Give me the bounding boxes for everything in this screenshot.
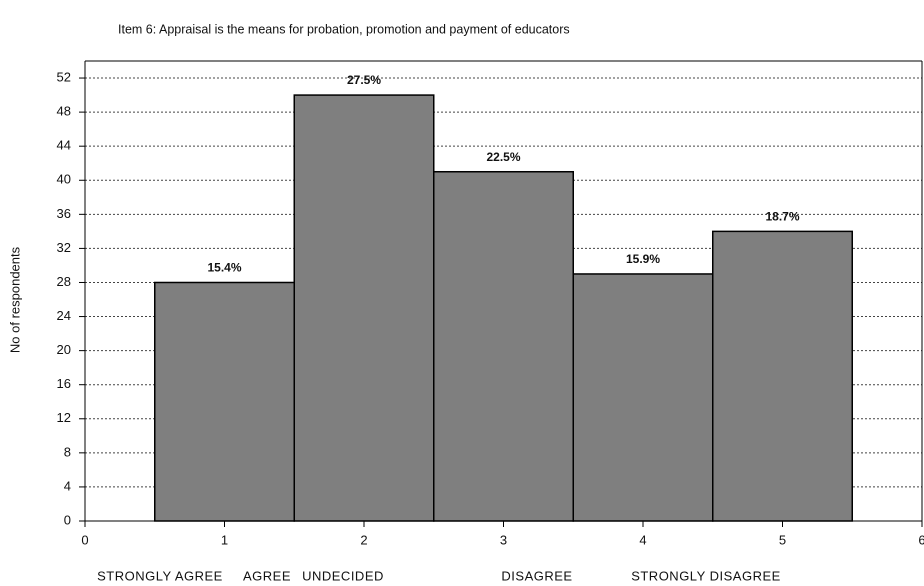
bar-annotation: 18.7% — [765, 210, 799, 224]
y-tick-label: 28 — [57, 274, 71, 289]
y-tick-label: 32 — [57, 240, 71, 255]
category-label: STRONGLY DISAGREE — [631, 568, 781, 583]
y-tick-label: 48 — [57, 104, 71, 119]
bar-annotation: 27.5% — [347, 73, 381, 87]
x-tick-label: 3 — [500, 532, 507, 547]
x-tick-label: 6 — [918, 532, 924, 547]
bar — [293, 94, 435, 522]
category-label: STRONGLY AGREE — [97, 568, 223, 583]
x-tick-label: 4 — [639, 532, 646, 547]
chart-title: Item 6: Appraisal is the means for proba… — [118, 22, 570, 36]
bar — [433, 170, 574, 522]
bar-annotation: 15.4% — [207, 261, 241, 275]
category-label: DISAGREE — [501, 568, 572, 583]
y-tick-label: 20 — [57, 342, 71, 357]
y-tick-label: 52 — [57, 69, 71, 84]
bar — [572, 273, 714, 522]
x-tick-label: 0 — [81, 532, 88, 547]
category-label: UNDECIDED — [302, 568, 384, 583]
x-tick-label: 5 — [779, 532, 786, 547]
category-label: AGREE — [243, 568, 291, 583]
bar-annotation: 22.5% — [486, 150, 520, 164]
bar-annotation: 15.9% — [626, 252, 660, 266]
y-tick-label: 8 — [64, 444, 71, 459]
x-tick-label: 1 — [221, 532, 228, 547]
y-tick-label: 16 — [57, 376, 71, 391]
y-tick-label: 24 — [57, 308, 71, 323]
bar — [154, 281, 295, 522]
y-tick-label: 44 — [57, 138, 71, 153]
y-tick-label: 36 — [57, 206, 71, 221]
y-tick-label: 4 — [64, 478, 71, 493]
bar — [712, 230, 853, 522]
y-axis-label: No of respondents — [7, 246, 22, 353]
y-tick-label: 0 — [64, 512, 71, 527]
y-tick-label: 12 — [57, 410, 71, 425]
y-tick-label: 40 — [57, 172, 71, 187]
x-tick-label: 2 — [360, 532, 367, 547]
